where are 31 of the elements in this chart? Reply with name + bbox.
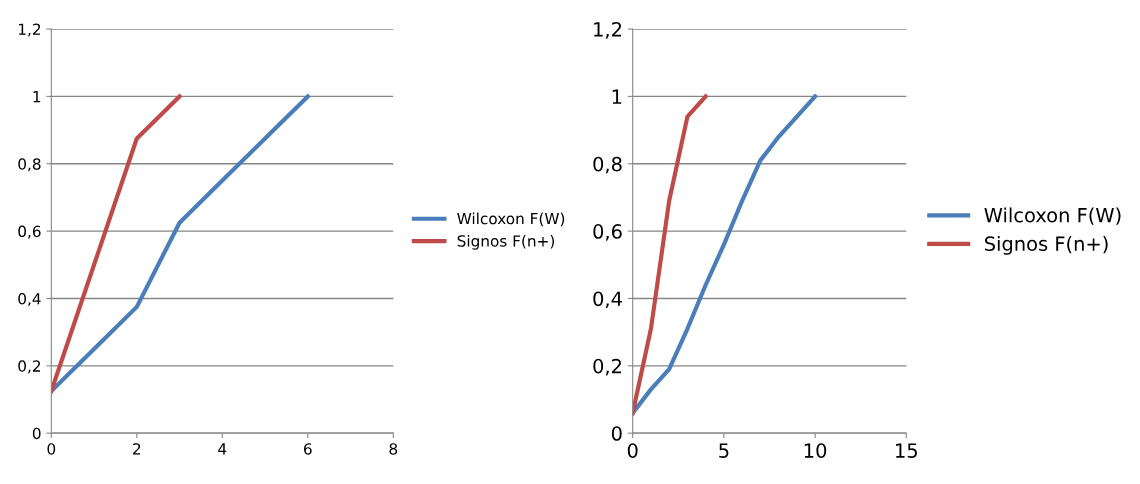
x-tick-label: 6 <box>304 443 312 455</box>
x-tick-label: 15 <box>896 443 917 458</box>
legend-label: Wilcoxon F(W) <box>457 212 565 227</box>
y-tick-label: 0 <box>611 426 622 441</box>
line-series <box>51 94 310 394</box>
x-tick-label: 4 <box>218 443 227 455</box>
line-series <box>632 94 818 416</box>
y-tick-label: 0,8 <box>18 158 41 172</box>
y-tick-label: 1,2 <box>18 23 41 37</box>
y-tick-label: 1 <box>33 91 41 103</box>
legend-label: Wilcoxon F(W) <box>984 207 1121 225</box>
y-tick-label: 0,4 <box>18 292 41 307</box>
legend-label: Signos F(n+) <box>985 235 1108 255</box>
x-tick-label: 10 <box>804 443 827 458</box>
x-tick-label: 8 <box>389 443 398 455</box>
x-tick-label: 0 <box>627 443 638 458</box>
y-tick-label: 0,4 <box>593 291 622 309</box>
x-tick-label: 5 <box>719 443 729 458</box>
line-series <box>632 94 708 416</box>
y-tick-label: 0,6 <box>18 225 41 239</box>
y-tick-label: 1,2 <box>594 22 622 39</box>
y-tick-label: 0 <box>32 427 41 440</box>
legend-label: Signos F(n+) <box>457 234 555 250</box>
y-tick-label: 0,8 <box>593 156 622 174</box>
line-series <box>51 94 182 394</box>
x-tick-label: 2 <box>133 443 141 455</box>
x-tick-label: 0 <box>47 443 56 455</box>
y-tick-label: 0,2 <box>18 360 41 374</box>
y-tick-label: 1 <box>612 89 622 104</box>
y-tick-label: 0,2 <box>593 358 622 376</box>
y-tick-label: 0,6 <box>593 224 622 241</box>
